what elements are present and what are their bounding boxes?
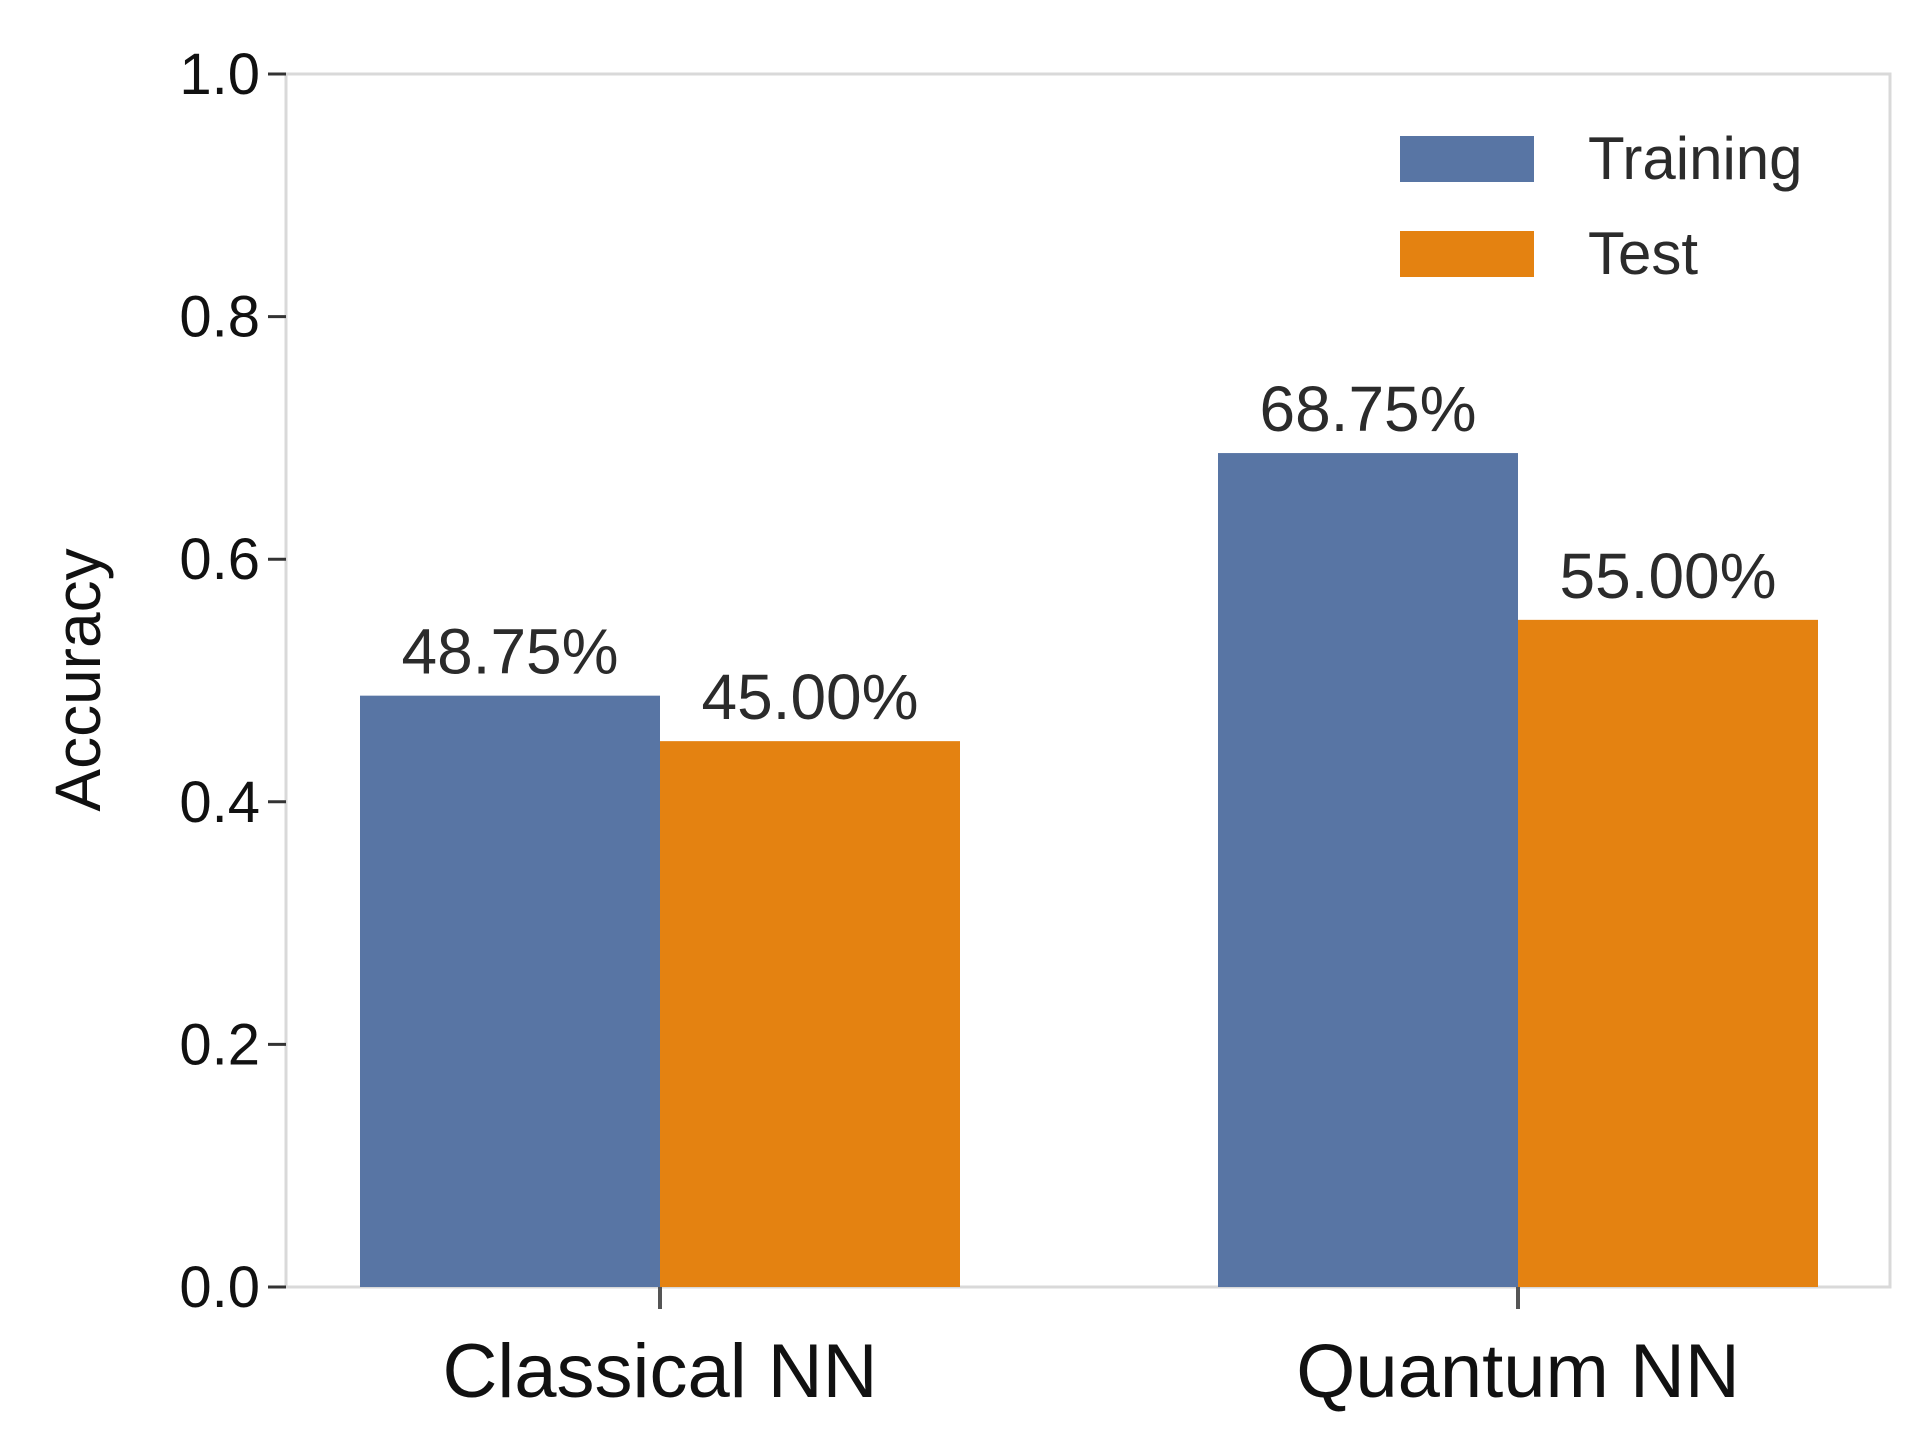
legend: Training Test xyxy=(1400,125,1803,287)
y-axis-title: Accuracy xyxy=(42,548,114,811)
category-label: Quantum NN xyxy=(1296,1329,1740,1414)
legend-label: Training xyxy=(1588,125,1803,192)
y-tick-label: 0.0 xyxy=(179,1255,260,1320)
legend-swatch xyxy=(1400,136,1534,182)
bar-training-1 xyxy=(360,695,660,1287)
y-tick-label: 0.2 xyxy=(179,1012,260,1077)
bar-training-2 xyxy=(1218,453,1518,1287)
y-tick-label: 1.0 xyxy=(179,42,260,107)
legend-swatch xyxy=(1400,231,1534,277)
bars: 48.75% 45.00% 68.75% 55.00% xyxy=(360,373,1818,1287)
category-label: Classical NN xyxy=(443,1329,878,1414)
y-tick-label: 0.6 xyxy=(179,527,260,592)
data-label: 55.00% xyxy=(1559,540,1776,612)
bar-test-2 xyxy=(1518,619,1818,1287)
data-label: 68.75% xyxy=(1259,373,1476,445)
y-tick-label: 0.8 xyxy=(179,285,260,350)
legend-label: Test xyxy=(1588,220,1698,287)
plot-frame xyxy=(284,72,1892,1289)
data-label: 45.00% xyxy=(701,661,918,733)
x-axis: Classical NN Quantum NN xyxy=(443,1287,1740,1414)
bar-test-1 xyxy=(660,741,960,1287)
y-axis: 0.0 0.2 0.4 0.6 0.8 1.0 xyxy=(179,42,286,1320)
y-tick-label: 0.4 xyxy=(179,770,260,835)
data-label: 48.75% xyxy=(401,616,618,688)
